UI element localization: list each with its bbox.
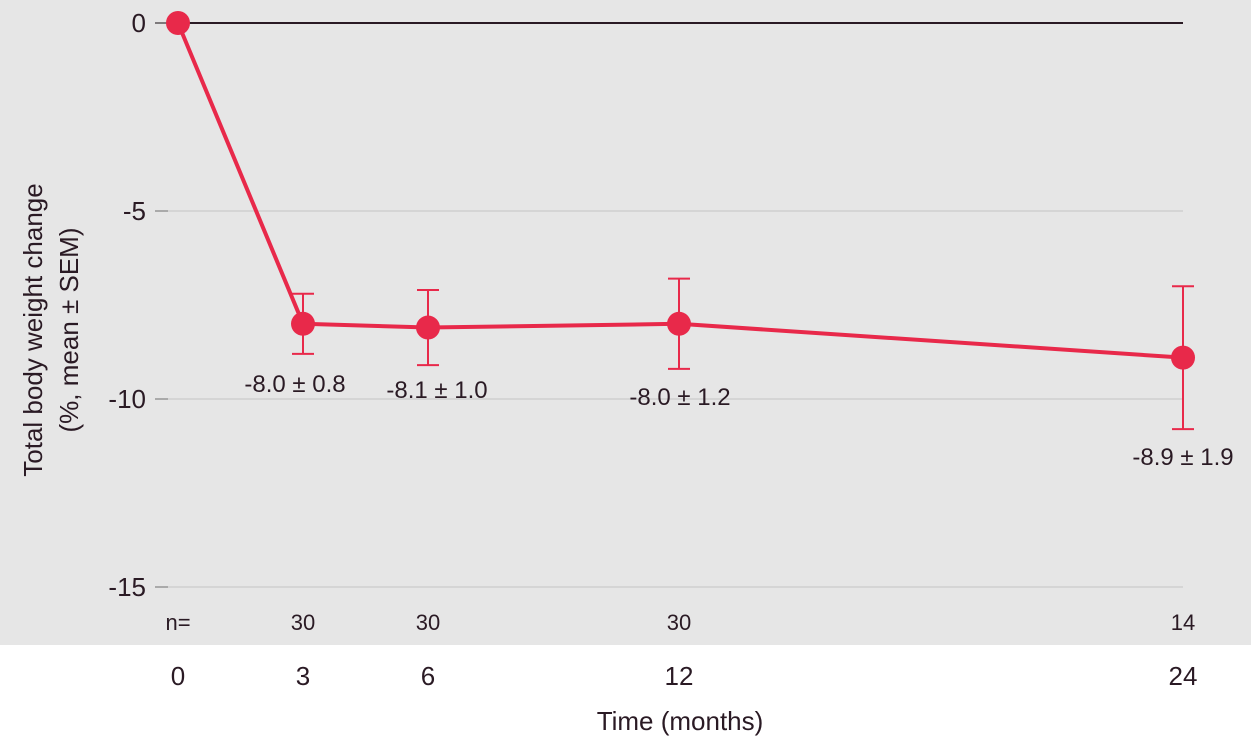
gridlines	[155, 22, 1183, 588]
x-tick-label: 12	[665, 661, 694, 691]
data-point	[1171, 345, 1195, 370]
y-tick-label: -10	[108, 384, 146, 414]
n-label: n=	[165, 610, 190, 635]
n-row: n= 30 30 30 14	[165, 610, 1195, 635]
plot-background	[0, 0, 1251, 645]
data-point	[166, 11, 190, 35]
y-axis: 0 -5 -10 -15	[108, 8, 168, 602]
data-point	[291, 311, 315, 336]
data-points	[166, 11, 1195, 370]
data-label: -8.0 ± 1.2	[629, 384, 730, 411]
x-tick-label: 0	[171, 661, 185, 691]
y-tick-label: -15	[108, 572, 146, 602]
n-value: 14	[1171, 610, 1195, 635]
data-point	[416, 315, 440, 340]
data-label: -8.1 ± 1.0	[386, 377, 487, 404]
y-axis-label-line1: Total body weight change	[18, 183, 48, 476]
y-tick-label: 0	[132, 8, 146, 38]
data-labels: -8.0 ± 0.8 -8.1 ± 1.0 -8.0 ± 1.2 -8.9 ± 1.9	[244, 371, 1233, 471]
data-label: -8.0 ± 0.8	[244, 371, 345, 398]
n-value: 30	[416, 610, 440, 635]
n-value: 30	[291, 610, 315, 635]
x-tick-label: 6	[421, 661, 435, 691]
x-tick-label: 3	[296, 661, 310, 691]
y-axis-label-line2: (%, mean ± SEM)	[54, 228, 84, 433]
data-point	[667, 311, 691, 336]
n-value: 30	[667, 610, 691, 635]
x-axis: 0 3 6 12 24	[171, 661, 1198, 691]
y-tick-label: -5	[123, 196, 146, 226]
data-label: -8.9 ± 1.9	[1132, 444, 1233, 471]
x-axis-label: Time (months)	[597, 706, 764, 736]
x-tick-label: 24	[1169, 661, 1198, 691]
